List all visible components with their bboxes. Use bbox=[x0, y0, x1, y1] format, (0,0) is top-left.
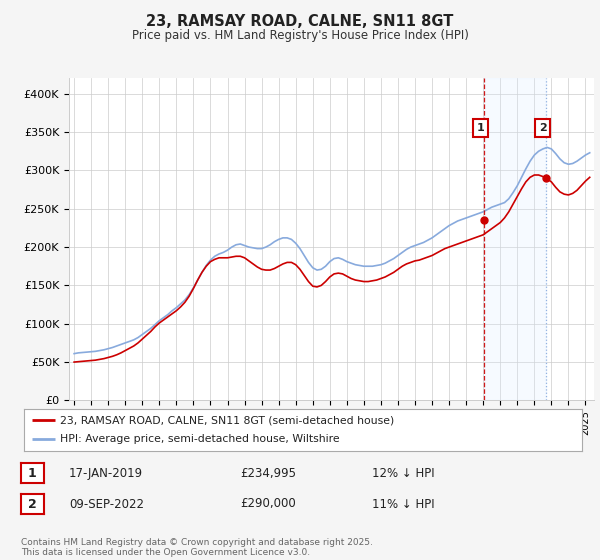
Text: £290,000: £290,000 bbox=[240, 497, 296, 511]
Text: 2: 2 bbox=[539, 123, 547, 133]
Text: 23, RAMSAY ROAD, CALNE, SN11 8GT: 23, RAMSAY ROAD, CALNE, SN11 8GT bbox=[146, 14, 454, 29]
Text: Contains HM Land Registry data © Crown copyright and database right 2025.
This d: Contains HM Land Registry data © Crown c… bbox=[21, 538, 373, 557]
Bar bbox=[484, 78, 546, 400]
Text: 1: 1 bbox=[28, 466, 37, 480]
Text: 2: 2 bbox=[28, 497, 37, 511]
Text: 17-JAN-2019: 17-JAN-2019 bbox=[69, 466, 143, 480]
Text: 23, RAMSAY ROAD, CALNE, SN11 8GT (semi-detached house): 23, RAMSAY ROAD, CALNE, SN11 8GT (semi-d… bbox=[60, 415, 395, 425]
Text: HPI: Average price, semi-detached house, Wiltshire: HPI: Average price, semi-detached house,… bbox=[60, 435, 340, 445]
Text: Price paid vs. HM Land Registry's House Price Index (HPI): Price paid vs. HM Land Registry's House … bbox=[131, 29, 469, 42]
Text: 12% ↓ HPI: 12% ↓ HPI bbox=[372, 466, 434, 480]
Text: £234,995: £234,995 bbox=[240, 466, 296, 480]
Text: 1: 1 bbox=[477, 123, 485, 133]
Text: 11% ↓ HPI: 11% ↓ HPI bbox=[372, 497, 434, 511]
Text: 09-SEP-2022: 09-SEP-2022 bbox=[69, 497, 144, 511]
